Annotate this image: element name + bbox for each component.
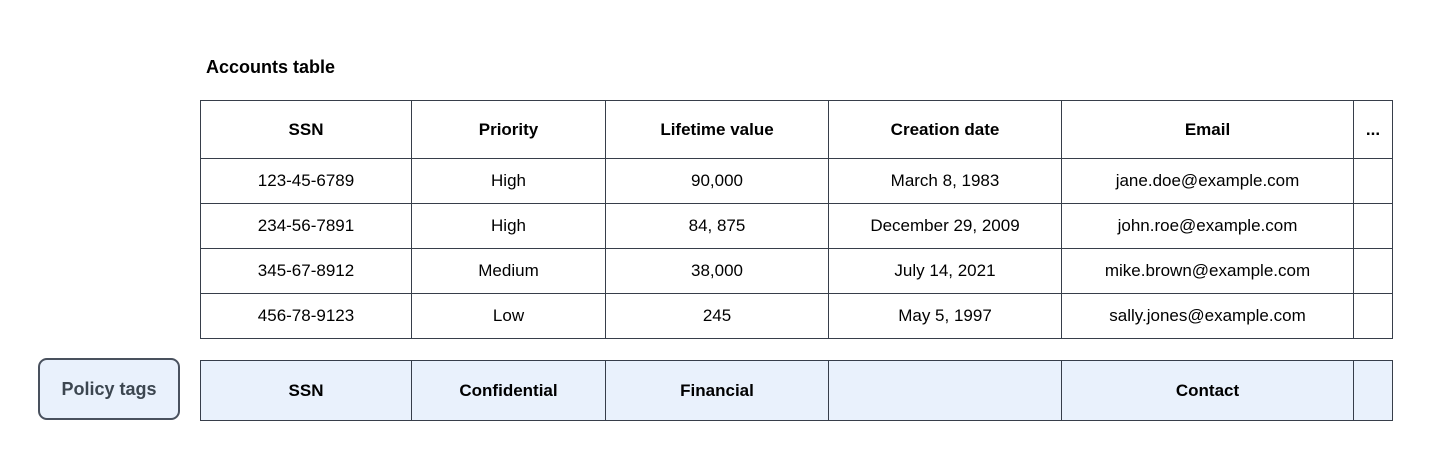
header-cell-creation-date: Creation date	[828, 100, 1062, 159]
cell-creation-date: December 29, 2009	[828, 203, 1062, 249]
accounts-table: SSN Priority Lifetime value Creation dat…	[200, 100, 1393, 339]
cell-more	[1353, 203, 1393, 249]
header-cell-ssn: SSN	[200, 100, 412, 159]
cell-creation-date: March 8, 1983	[828, 158, 1062, 204]
cell-more	[1353, 293, 1393, 339]
cell-lifetime-value: 38,000	[605, 248, 829, 294]
table-row: 234-56-7891 High 84, 875 December 29, 20…	[200, 203, 1393, 249]
header-cell-lifetime-value: Lifetime value	[605, 100, 829, 159]
cell-priority: High	[411, 158, 606, 204]
accounts-header-row: SSN Priority Lifetime value Creation dat…	[200, 100, 1393, 159]
cell-priority: High	[411, 203, 606, 249]
tag-cell-ssn: SSN	[200, 360, 412, 421]
cell-more	[1353, 248, 1393, 294]
accounts-table-title: Accounts table	[206, 57, 336, 77]
policy-tags-cells: SSN Confidential Financial Contact	[200, 360, 1393, 421]
cell-email: john.roe@example.com	[1061, 203, 1354, 249]
tag-cell-contact: Contact	[1061, 360, 1354, 421]
cell-ssn: 456-78-9123	[200, 293, 412, 339]
cell-email: sally.jones@example.com	[1061, 293, 1354, 339]
cell-lifetime-value: 90,000	[605, 158, 829, 204]
table-row: 123-45-6789 High 90,000 March 8, 1983 ja…	[200, 158, 1393, 204]
cell-email: mike.brown@example.com	[1061, 248, 1354, 294]
more-columns-header: ...	[1353, 100, 1393, 159]
policy-tags-row: SSN Confidential Financial Contact	[200, 360, 1393, 421]
table-row: 456-78-9123 Low 245 May 5, 1997 sally.jo…	[200, 293, 1393, 339]
tag-cell-more-empty	[1353, 360, 1393, 421]
cell-creation-date: July 14, 2021	[828, 248, 1062, 294]
cell-priority: Low	[411, 293, 606, 339]
policy-tags-button[interactable]: Policy tags	[38, 358, 180, 420]
table-row: 345-67-8912 Medium 38,000 July 14, 2021 …	[200, 248, 1393, 294]
cell-email: jane.doe@example.com	[1061, 158, 1354, 204]
header-cell-email: Email	[1061, 100, 1354, 159]
cell-priority: Medium	[411, 248, 606, 294]
cell-ssn: 123-45-6789	[200, 158, 412, 204]
tag-cell-confidential: Confidential	[411, 360, 606, 421]
tag-cell-empty	[828, 360, 1062, 421]
cell-more	[1353, 158, 1393, 204]
cell-lifetime-value: 245	[605, 293, 829, 339]
tag-cell-financial: Financial	[605, 360, 829, 421]
cell-creation-date: May 5, 1997	[828, 293, 1062, 339]
cell-ssn: 234-56-7891	[200, 203, 412, 249]
cell-ssn: 345-67-8912	[200, 248, 412, 294]
cell-lifetime-value: 84, 875	[605, 203, 829, 249]
header-cell-priority: Priority	[411, 100, 606, 159]
